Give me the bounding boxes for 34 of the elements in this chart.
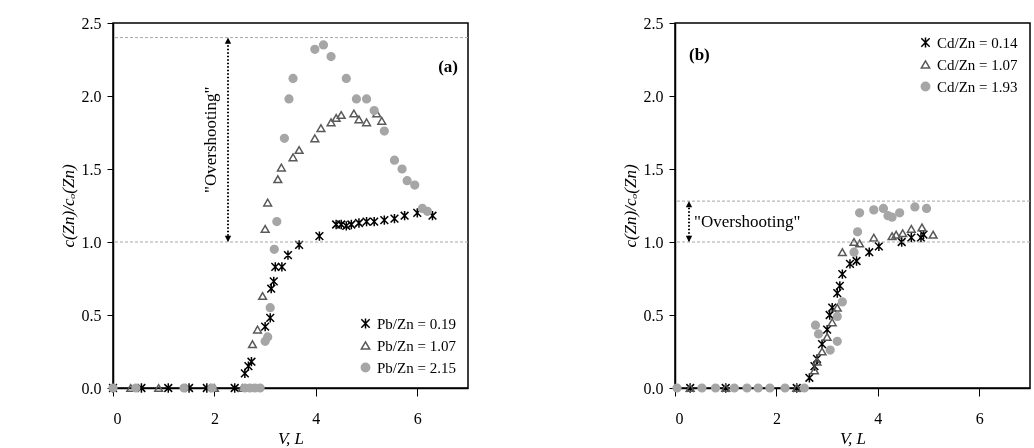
annotation: (b) [689,45,710,64]
annotation: "Overshooting" [694,211,801,231]
x-tick-label: 4 [874,409,883,427]
y-tick-label: 1.5 [81,160,102,178]
x-tick-label: 2 [210,409,219,427]
x-tick-label: 6 [413,409,422,427]
x-axis-title: V, L [277,428,305,448]
legend-label: Pb/Zn = 0.19 [377,315,456,332]
y-tick-label: 0.0 [643,379,664,397]
y-tick-label: 2.5 [643,14,664,32]
x-tick-label: 0 [113,409,122,427]
x-tick-label: 4 [312,409,321,427]
y-tick-label: 2.0 [643,87,664,105]
y-axis-title: c(Zn)/cₒ(Zn) [58,164,78,248]
x-tick-label: 0 [675,409,684,427]
legend-label: Cd/Zn = 1.07 [937,56,1019,73]
y-axis-title: c(Zn)/cₒ(Zn) [620,164,640,248]
y-tick-label: 0.5 [643,306,664,324]
legend-label: Pb/Zn = 2.15 [377,359,456,376]
y-tick-label: 1.5 [643,160,664,178]
x-tick-label: 6 [975,409,984,427]
x-tick-label: 2 [772,409,781,427]
y-tick-label: 1.0 [81,233,102,251]
legend-label: Cd/Zn = 1.93 [937,78,1018,95]
y-tick-label: 2.5 [81,14,102,32]
y-tick-label: 0.5 [81,306,102,324]
legend-label: Pb/Zn = 1.07 [377,337,457,354]
annotation: "Overshooting" [201,86,220,194]
y-tick-label: 2.0 [81,87,102,105]
y-tick-label: 0.0 [81,379,102,397]
legend-label: Cd/Zn = 0.14 [937,34,1019,51]
x-axis-title: V, L [839,428,867,448]
annotation: (a) [438,57,458,76]
y-tick-label: 1.0 [643,233,664,251]
